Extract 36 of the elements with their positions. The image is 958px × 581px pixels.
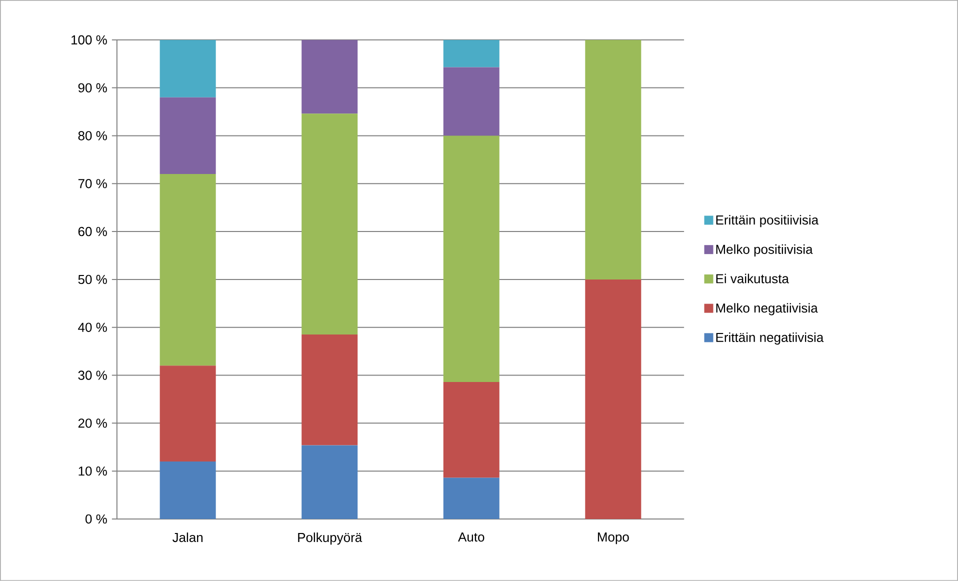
bar: [585, 40, 642, 280]
x-tick-label: Polkupyörä: [298, 532, 362, 545]
bar: [160, 97, 216, 174]
bar: [443, 382, 500, 478]
bar: [443, 67, 500, 136]
y-tick-label: 30 %: [78, 370, 107, 380]
y-tick-label: 10 %: [78, 466, 107, 476]
bar: [302, 445, 358, 520]
legend-label: Erittäin negatiivisia: [716, 332, 824, 345]
y-tick-label: 20 %: [78, 418, 107, 428]
legend-label: Erittäin positiivisia: [716, 215, 819, 228]
y-tick-label: 0 %: [86, 514, 107, 524]
x-tick-label: Jalan: [172, 532, 203, 542]
bar: [585, 279, 642, 520]
bar: [160, 174, 216, 366]
bar: [443, 40, 500, 68]
y-tick-label: 90 %: [78, 83, 107, 92]
y-tick-label: 50 %: [78, 274, 107, 284]
bar: [443, 478, 500, 520]
legend-label: Melko negatiivisia: [716, 303, 818, 316]
bar: [160, 462, 216, 520]
legend-label: Ei vaikutusta: [716, 274, 789, 284]
bar: [302, 40, 358, 114]
bar: [160, 366, 216, 462]
y-tick-label: 80 %: [78, 131, 107, 140]
y-tick-label: 70 %: [78, 179, 107, 188]
y-tick-label: 100 %: [72, 35, 107, 45]
bar: [443, 136, 500, 382]
x-tick-label: Mopo: [598, 532, 629, 544]
y-tick-label: 40 %: [78, 322, 107, 332]
bar: [302, 114, 358, 335]
bar: [160, 40, 216, 98]
y-tick-label: 60 %: [78, 226, 107, 236]
legend-label: Melko positiivisia: [716, 244, 813, 257]
x-tick-label: Auto: [458, 532, 484, 542]
bar: [302, 334, 358, 446]
